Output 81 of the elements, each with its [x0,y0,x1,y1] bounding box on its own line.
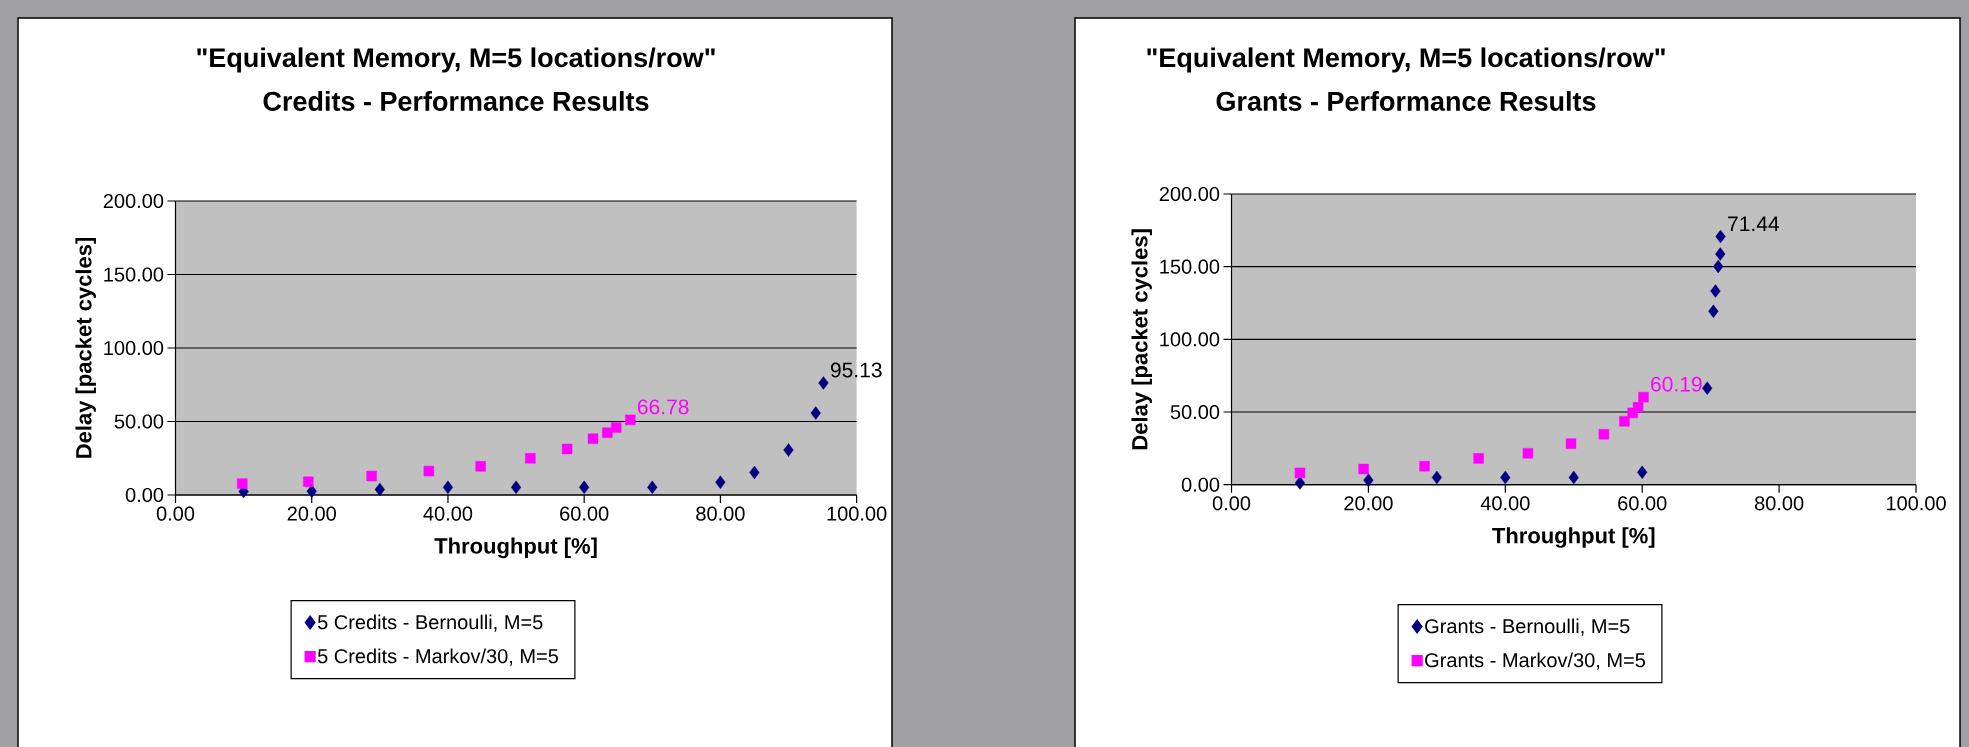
point [1702,381,1713,395]
x-tick-label: 40.00 [423,506,473,521]
point [587,433,599,444]
point [749,465,760,480]
point [1568,470,1579,485]
point [1598,429,1610,440]
legend-label: 5 Credits - Markov/30, M=5 [317,648,559,666]
x-tick-label: 60.00 [1618,496,1667,511]
point [1294,476,1306,490]
y-tick-label: 200.00 [103,193,164,209]
y-tick-label: 100.00 [104,340,164,356]
x-axis-title: Throughput [%] [1492,527,1655,548]
x-tick-label: 80.00 [696,506,745,521]
x-tick-label: 20.00 [287,506,336,521]
y-axis-title: Delay [packet cycles] [1131,229,1152,450]
point [1713,259,1724,274]
legend-label: Grants - Bernoulli, M=5 [1425,618,1630,636]
point [1431,470,1442,485]
point [1715,229,1726,244]
chart-subtitle: Grants - Performance Results [1216,91,1596,111]
point [374,482,385,497]
point [423,465,435,477]
x-axis-title: Throughput [%] [434,537,597,559]
x-tick-label: 80.00 [1754,496,1804,511]
point [1710,284,1721,298]
point [1522,448,1534,459]
point [1637,465,1648,480]
point [1500,470,1511,485]
x-tick-label: 40.00 [1480,496,1530,511]
point [525,453,536,464]
point [1358,463,1369,475]
x-tick-label: 100.00 [827,506,887,521]
point [237,478,248,489]
legend-label: 5 Credits - Bernoulli, M=5 [317,614,543,632]
point [783,443,794,457]
chart-title: "Equivalent Memory, M=5 locations/row" [1147,47,1665,73]
point [1363,473,1374,487]
point [366,470,377,482]
y-tick-label: 150.00 [1160,259,1220,274]
y-tick-label: 150.00 [104,267,164,282]
y-axis-title: Delay [packet cycles] [75,238,96,458]
point [1565,438,1577,449]
chart-subtitle: Credits - Performance Results [263,91,649,111]
point [306,484,317,499]
legend-label: Grants - Markov/30, M=5 [1425,652,1646,670]
point [1473,453,1484,464]
point [810,406,821,420]
annotation: 71.44 [1728,216,1779,232]
point [1638,392,1649,403]
x-tick-label: 0.00 [1212,496,1251,511]
y-tick-label: 200.00 [1159,186,1220,202]
point [579,480,590,495]
chart-title: "Equivalent Memory, M=5 locations/row" [197,47,715,73]
point [610,422,622,433]
point [1632,402,1644,413]
annotation: 66.78 [637,399,689,415]
point [715,475,726,489]
point [1619,416,1630,427]
point [818,376,829,390]
annotation: 60.19 [1651,376,1702,392]
point [475,461,486,472]
x-tick-label: 100.00 [1886,496,1946,511]
x-tick-label: 60.00 [560,506,609,521]
x-tick-label: 0.00 [156,506,195,521]
point [1294,467,1306,479]
x-tick-label: 20.00 [1344,496,1393,511]
annotation: 95.13 [830,362,882,378]
point [1419,461,1430,472]
point [647,480,658,495]
y-tick-label: 50.00 [114,414,164,429]
point [510,480,522,495]
point [1715,247,1726,261]
y-tick-label: 100.00 [1160,332,1220,347]
point [442,480,454,495]
point [561,443,573,455]
point [602,427,613,438]
point [303,476,314,487]
y-tick-label: 50.00 [1170,404,1220,420]
point [625,414,636,426]
y-tick-label: 0.00 [1181,477,1220,492]
point [1708,304,1719,318]
